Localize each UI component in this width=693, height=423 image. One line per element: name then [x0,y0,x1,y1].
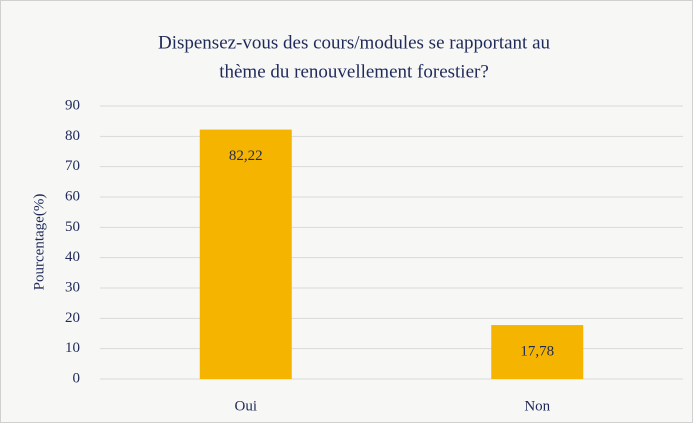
x-tick-label: Oui [235,398,258,414]
y-tick-label: 30 [65,279,80,295]
y-tick-label: 70 [65,158,80,174]
data-label: 82,22 [229,148,263,164]
y-tick-label: 60 [65,188,80,204]
y-axis-label: Pourcentage(%) [31,194,47,291]
y-tick-label: 90 [65,97,80,113]
y-tick-label: 10 [65,340,80,356]
y-tick-label: 50 [65,219,80,235]
chart-title: thème du renouvellement forestier? [219,61,489,82]
chart-title: Dispensez-vous des cours/modules se rapp… [158,32,551,53]
chart: Dispensez-vous des cours/modules se rapp… [0,0,693,423]
data-label: 17,78 [520,344,554,360]
y-tick-label: 20 [65,310,80,326]
y-tick-label: 40 [65,249,80,265]
x-tick-label: Non [524,398,550,414]
y-tick-label: 80 [65,128,80,144]
y-tick-label: 0 [73,370,81,386]
bar [200,130,292,379]
